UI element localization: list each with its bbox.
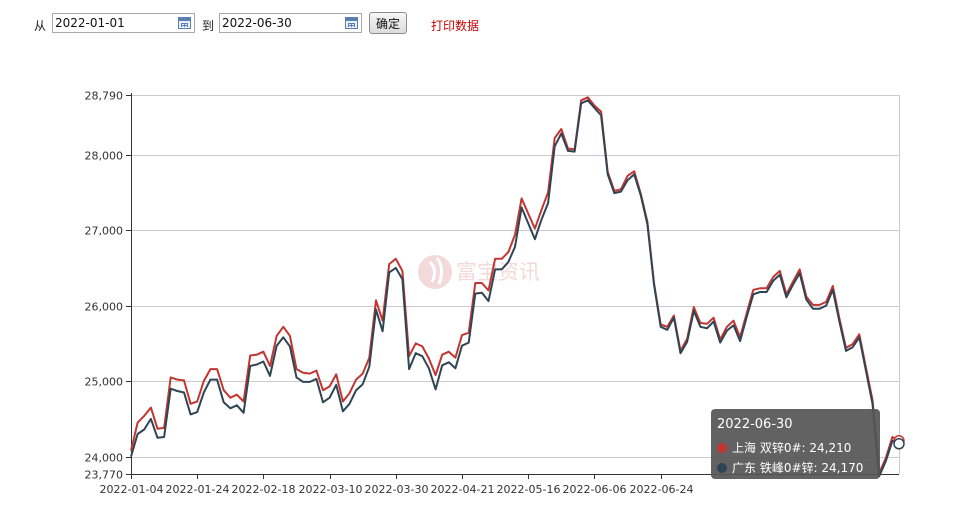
series-color-dot-icon: [717, 463, 727, 473]
start-date-field[interactable]: [52, 13, 195, 33]
x-tick-label: 2022-01-24: [166, 483, 230, 496]
x-tick-label: 2022-03-10: [299, 483, 363, 496]
x-tick-label: 2022-06-06: [563, 483, 627, 496]
y-tick-label: 28,000: [85, 150, 124, 163]
watermark: 富宝资讯: [418, 255, 540, 289]
x-tick-label: 2022-06-24: [630, 483, 694, 496]
series-color-dot-icon: [717, 443, 727, 453]
print-data-link[interactable]: 打印数据: [431, 19, 480, 33]
start-date-input[interactable]: [55, 15, 173, 31]
end-date-input[interactable]: [222, 15, 340, 31]
y-tick-label: 23,770: [85, 469, 124, 482]
tooltip-row-label: 广东 铁峰0#锌: 24,170: [732, 461, 864, 475]
date-filter-toolbar: 从 到 确定 打印数据: [0, 0, 967, 44]
tooltip-row-guangdong: 广东 铁峰0#锌: 24,170: [717, 459, 863, 476]
data-tooltip: 2022-06-30 上海 双锌0#: 24,210 广东 铁峰0#锌: 24,…: [711, 409, 880, 479]
tooltip-date: 2022-06-30: [717, 417, 793, 432]
hover-markers: [893, 435, 905, 450]
series-line-1: [130, 99, 900, 478]
series-line-0: [130, 96, 900, 475]
calendar-icon[interactable]: [178, 17, 191, 29]
x-tick-label: 2022-03-30: [365, 483, 429, 496]
confirm-button[interactable]: 确定: [369, 12, 407, 34]
tooltip-row-label: 上海 双锌0#: 24,210: [732, 441, 852, 455]
y-tick-label: 24,000: [85, 452, 124, 465]
x-tick-label: 2022-01-04: [100, 483, 164, 496]
last-point-marker-1: [893, 438, 905, 450]
series-lines: [130, 96, 900, 478]
watermark-text: 富宝资讯: [456, 260, 540, 284]
y-tick-label: 27,000: [85, 225, 124, 238]
x-tick-label: 2022-05-16: [497, 483, 561, 496]
x-tick-label: 2022-04-21: [431, 483, 495, 496]
calendar-icon[interactable]: [345, 17, 358, 29]
watermark-logo-icon: [418, 255, 452, 289]
end-date-field[interactable]: [219, 13, 362, 33]
y-tick-label: 25,000: [85, 376, 124, 389]
tooltip-row-shanghai: 上海 双锌0#: 24,210: [717, 439, 851, 456]
from-label: 从: [34, 19, 47, 33]
to-label: 到: [202, 19, 215, 33]
x-tick-label: 2022-02-18: [232, 483, 296, 496]
y-tick-label: 26,000: [85, 301, 124, 314]
y-tick-label: 28,790: [85, 90, 124, 103]
axes: 28,790 28,000 27,000 26,000 25,000 24,000 23,7…: [85, 90, 899, 496]
